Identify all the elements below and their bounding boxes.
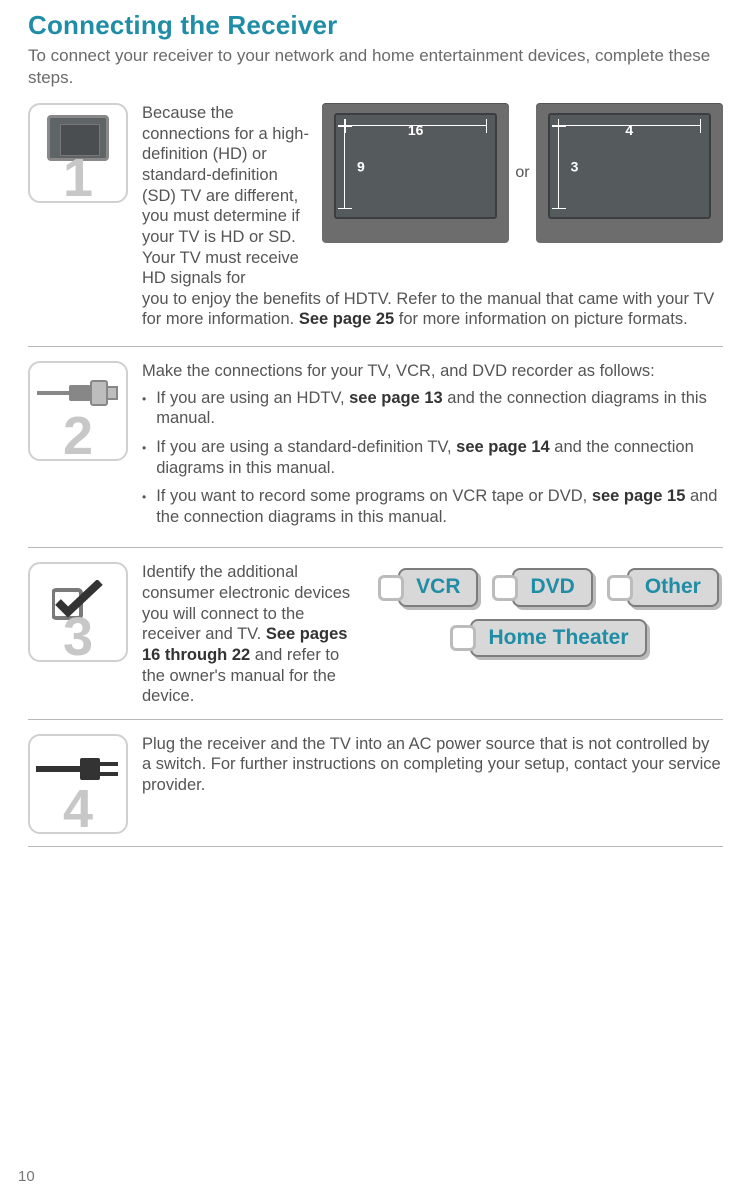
cable-icon [37,379,119,407]
step-1-number: 1 [30,151,126,205]
step-4-icon-frame: 4 [28,734,128,834]
step-2-item-0: If you are using an HDTV, see page 13 an… [142,388,723,429]
tv-sd-height: 3 [571,158,579,176]
page-title: Connecting the Receiver [28,10,723,41]
step-4: 4 Plug the receiver and the TV into an A… [28,734,723,847]
step-2-item-0-bold: see page 13 [349,389,443,407]
checkbox-icon [378,575,404,601]
device-list: VCR DVD Other Home Theater [374,562,723,706]
tv-sd-width: 4 [625,122,633,140]
device-vcr-label: VCR [398,568,478,606]
step-3-number: 3 [30,610,126,664]
step-2-item-2-pre: If you want to record some programs on V… [156,487,592,505]
step-2-item-2: If you want to record some programs on V… [142,486,723,527]
step-2-item-1-bold: see page 14 [456,438,550,456]
step-1-icon-frame: 1 [28,103,128,203]
checkbox-icon [607,575,633,601]
step-1-text-b-post: for more information on picture formats. [394,310,687,328]
step-3-text: Identify the additional consumer electro… [142,562,362,706]
step-1-text-a: Because the connections for a high-defin… [142,103,312,289]
tv-hd-width: 16 [408,122,424,140]
device-vcr: VCR [378,568,478,606]
device-home-theater: Home Theater [450,619,646,657]
page-number: 10 [18,1168,35,1185]
step-2-number: 2 [30,409,126,463]
tv-hd: 16 9 [322,103,509,243]
step-2: 2 Make the connections for your TV, VCR,… [28,361,723,548]
device-dvd-label: DVD [512,568,592,606]
step-1-text-b-bold: See page 25 [299,310,394,328]
step-4-text: Plug the receiver and the TV into an AC … [142,734,723,796]
tv-hd-height: 9 [357,158,365,176]
checkbox-icon [450,625,476,651]
device-dvd: DVD [492,568,592,606]
checkbox-icon [492,575,518,601]
step-2-item-1: If you are using a standard-definition T… [142,437,723,478]
step-2-item-2-bold: see page 15 [592,487,686,505]
intro-text: To connect your receiver to your network… [28,45,723,89]
step-2-icon-frame: 2 [28,361,128,461]
step-4-number: 4 [30,782,126,836]
step-2-item-1-pre: If you are using a standard-definition T… [156,438,456,456]
device-other-label: Other [627,568,719,606]
step-3-icon-frame: 3 [28,562,128,662]
tv-aspect-pair: 16 9 or 4 3 [322,103,723,243]
or-label: or [515,163,529,183]
step-2-item-0-pre: If you are using an HDTV, [156,389,349,407]
step-1-text-b: you to enjoy the benefits of HDTV. Refer… [142,289,723,330]
step-2-lead: Make the connections for your TV, VCR, a… [142,361,723,382]
tv-sd: 4 3 [536,103,723,243]
device-other: Other [607,568,719,606]
device-ht-label: Home Theater [470,619,646,657]
step-3: 3 Identify the additional consumer elect… [28,562,723,719]
step-1: 1 Because the connections for a high-def… [28,103,723,347]
